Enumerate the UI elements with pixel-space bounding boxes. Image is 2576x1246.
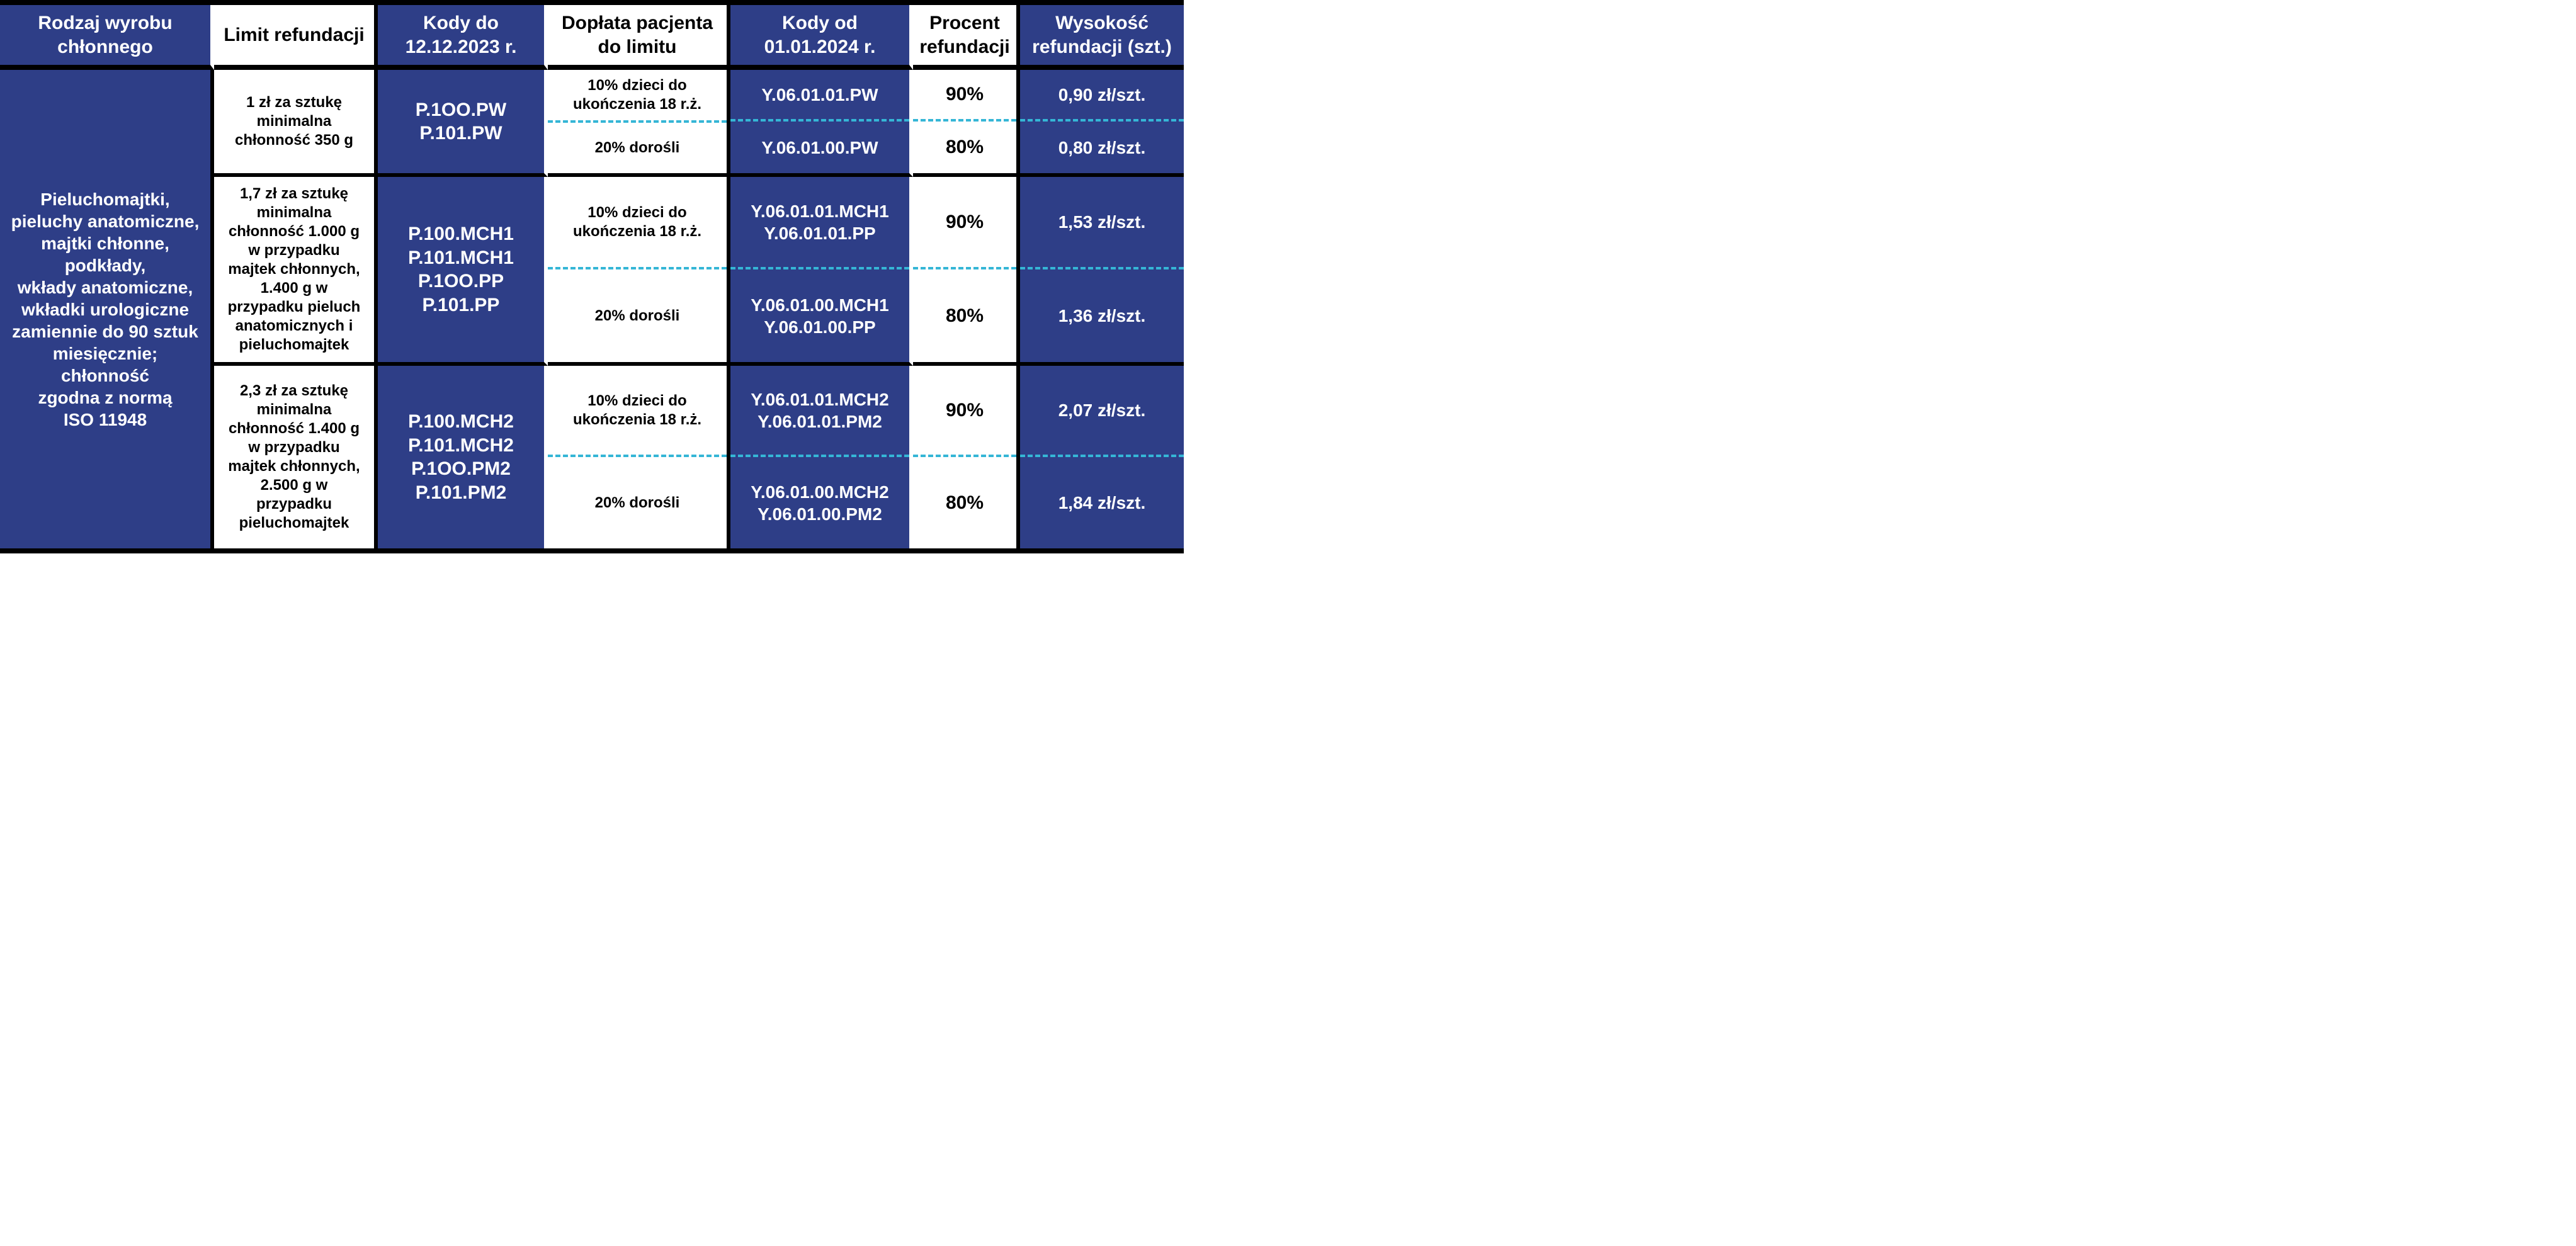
- refund-0-top: 0,90 zł/szt.: [1020, 70, 1184, 122]
- th-limit: Limit refundacji: [214, 5, 378, 70]
- copay-2-bottom: 20% dorośli: [548, 457, 727, 548]
- codes-new-2-bottom: Y.06.01.00.MCH2 Y.06.01.00.PM2: [730, 457, 909, 548]
- codes-new-1-bottom: Y.06.01.00.MCH1 Y.06.01.00.PP: [730, 269, 909, 362]
- percent-1: 90% 80%: [913, 177, 1020, 366]
- percent-2-bottom: 80%: [913, 457, 1016, 548]
- th-codes-old: Kody do 12.12.2023 r.: [378, 5, 548, 70]
- percent-2-top: 90%: [913, 366, 1016, 457]
- codes-new-1: Y.06.01.01.MCH1 Y.06.01.01.PP Y.06.01.00…: [730, 177, 913, 366]
- percent-2: 90% 80%: [913, 366, 1020, 548]
- th-codes-new: Kody od 01.01.2024 r.: [730, 5, 913, 70]
- copay-2-top: 10% dzieci do ukończenia 18 r.ż.: [548, 366, 727, 457]
- codes-old-1: P.100.MCH1 P.101.MCH1 P.1OO.PP P.101.PP: [378, 177, 548, 366]
- copay-0-top: 10% dzieci do ukończenia 18 r.ż.: [548, 70, 727, 123]
- copay-1: 10% dzieci do ukończenia 18 r.ż. 20% dor…: [548, 177, 730, 366]
- refund-0-bottom: 0,80 zł/szt.: [1020, 122, 1184, 173]
- copay-1-bottom: 20% dorośli: [548, 269, 727, 362]
- refund-1-bottom: 1,36 zł/szt.: [1020, 269, 1184, 362]
- codes-new-2-top: Y.06.01.01.MCH2 Y.06.01.01.PM2: [730, 366, 909, 457]
- th-refund-amount: Wysokość refundacji (szt.): [1020, 5, 1184, 70]
- percent-0: 90% 80%: [913, 70, 1020, 177]
- th-patient-copay: Dopłata pacjenta do limitu: [548, 5, 730, 70]
- codes-new-1-top: Y.06.01.01.MCH1 Y.06.01.01.PP: [730, 177, 909, 269]
- refund-0: 0,90 zł/szt. 0,80 zł/szt.: [1020, 70, 1184, 177]
- codes-old-2: P.100.MCH2 P.101.MCH2 P.1OO.PM2 P.101.PM…: [378, 366, 548, 548]
- refund-1: 1,53 zł/szt. 1,36 zł/szt.: [1020, 177, 1184, 366]
- refund-table: Rodzaj wyrobu chłonnego Limit refundacji…: [0, 0, 1184, 553]
- copay-0-bottom: 20% dorośli: [548, 123, 727, 173]
- percent-0-top: 90%: [913, 70, 1016, 122]
- limit-2: 2,3 zł za sztukę minimalna chłonność 1.4…: [214, 366, 378, 548]
- codes-new-0: Y.06.01.01.PW Y.06.01.00.PW: [730, 70, 913, 177]
- percent-0-bottom: 80%: [913, 122, 1016, 173]
- refund-2: 2,07 zł/szt. 1,84 zł/szt.: [1020, 366, 1184, 548]
- copay-2: 10% dzieci do ukończenia 18 r.ż. 20% dor…: [548, 366, 730, 548]
- refund-1-top: 1,53 zł/szt.: [1020, 177, 1184, 269]
- refund-2-bottom: 1,84 zł/szt.: [1020, 457, 1184, 548]
- copay-0: 10% dzieci do ukończenia 18 r.ż. 20% dor…: [548, 70, 730, 177]
- codes-new-0-top: Y.06.01.01.PW: [730, 70, 909, 122]
- th-product-type: Rodzaj wyrobu chłonnego: [0, 5, 214, 70]
- copay-1-top: 10% dzieci do ukończenia 18 r.ż.: [548, 177, 727, 269]
- limit-1: 1,7 zł za sztukę minimalna chłonność 1.0…: [214, 177, 378, 366]
- codes-new-2: Y.06.01.01.MCH2 Y.06.01.01.PM2 Y.06.01.0…: [730, 366, 913, 548]
- th-percent: Procent refundacji: [913, 5, 1020, 70]
- limit-0: 1 zł za sztukę minimalna chłonność 350 g: [214, 70, 378, 177]
- codes-old-0: P.1OO.PW P.101.PW: [378, 70, 548, 177]
- refund-2-top: 2,07 zł/szt.: [1020, 366, 1184, 457]
- percent-1-bottom: 80%: [913, 269, 1016, 362]
- row-label: Pieluchomajtki, pieluchy anatomiczne, ma…: [0, 70, 214, 548]
- percent-1-top: 90%: [913, 177, 1016, 269]
- codes-new-0-bottom: Y.06.01.00.PW: [730, 122, 909, 173]
